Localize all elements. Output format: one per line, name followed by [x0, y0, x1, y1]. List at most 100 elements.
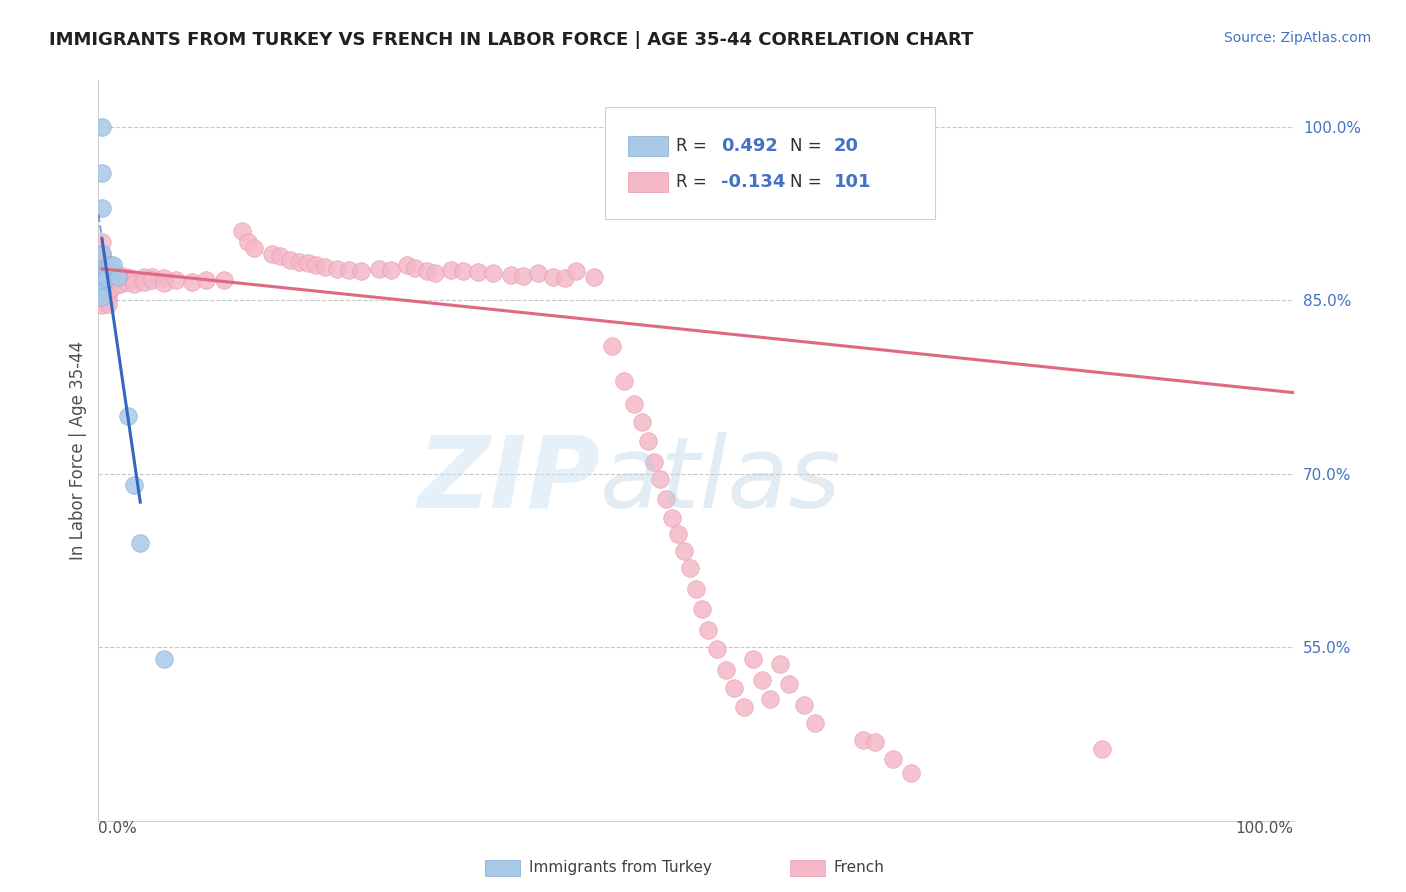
Point: [602, 339, 624, 353]
Point: [91, 260, 114, 275]
Text: 101: 101: [834, 173, 872, 191]
Point: [115, 275, 138, 289]
Text: French: French: [834, 861, 884, 875]
Point: [97, 296, 120, 310]
Point: [132, 269, 155, 284]
Text: Immigrants from Turkey: Immigrants from Turkey: [529, 861, 711, 875]
Point: [416, 264, 439, 278]
Point: [124, 478, 146, 492]
Point: [101, 271, 124, 285]
Point: [451, 264, 474, 278]
Point: [882, 752, 904, 766]
Text: 0.492: 0.492: [721, 137, 778, 155]
Text: R =: R =: [676, 173, 713, 191]
Point: [153, 271, 176, 285]
Point: [297, 256, 319, 270]
Point: [101, 259, 124, 273]
Point: [91, 272, 114, 286]
Point: [648, 472, 672, 486]
Point: [91, 298, 114, 312]
Point: [132, 275, 155, 289]
Point: [637, 434, 659, 449]
Point: [759, 692, 782, 706]
Point: [108, 272, 131, 286]
Point: [467, 265, 489, 279]
Point: [91, 268, 114, 282]
Point: [697, 623, 720, 637]
Point: [108, 268, 131, 282]
Point: [91, 284, 114, 298]
Point: [107, 269, 129, 284]
Point: [141, 273, 163, 287]
Point: [269, 249, 291, 263]
Point: [768, 657, 790, 672]
Point: [91, 284, 114, 298]
Point: [900, 766, 922, 780]
Point: [141, 269, 163, 284]
Point: [124, 272, 146, 286]
Point: [124, 277, 146, 291]
Point: [666, 526, 689, 541]
Text: -0.134: -0.134: [721, 173, 786, 191]
Point: [91, 255, 114, 269]
Point: [673, 544, 696, 558]
Point: [129, 536, 152, 550]
Point: [97, 273, 120, 287]
Text: ZIP: ZIP: [418, 432, 600, 529]
Point: [804, 716, 827, 731]
Point: [195, 273, 218, 287]
Point: [778, 677, 800, 691]
Point: [350, 264, 373, 278]
Text: 100.0%: 100.0%: [1236, 821, 1294, 836]
Text: R =: R =: [676, 137, 713, 155]
Point: [315, 260, 337, 274]
Point: [91, 166, 114, 180]
Point: [1091, 742, 1114, 756]
Point: [91, 290, 114, 304]
Point: [94, 261, 117, 276]
Point: [97, 287, 120, 301]
Point: [793, 698, 815, 712]
Point: [583, 269, 606, 284]
Point: [91, 267, 114, 281]
Point: [97, 283, 120, 297]
Point: [278, 252, 301, 267]
Point: [94, 271, 117, 285]
Point: [91, 288, 114, 302]
Point: [706, 642, 728, 657]
Point: [91, 235, 114, 250]
Point: [91, 247, 114, 261]
Point: [404, 260, 426, 275]
Point: [554, 271, 576, 285]
Point: [631, 415, 654, 429]
Point: [541, 269, 564, 284]
Point: [714, 663, 737, 677]
Point: [685, 582, 707, 597]
Point: [97, 292, 120, 306]
Point: [97, 268, 120, 283]
Point: [723, 681, 745, 695]
Point: [98, 259, 122, 273]
Point: [91, 269, 114, 284]
Point: [153, 276, 176, 290]
Point: [117, 409, 139, 423]
Point: [165, 273, 187, 287]
Point: [91, 275, 114, 289]
Point: [440, 263, 463, 277]
Point: [742, 651, 765, 665]
Point: [527, 267, 550, 281]
Text: 20: 20: [834, 137, 859, 155]
Point: [288, 255, 311, 269]
Text: Source: ZipAtlas.com: Source: ZipAtlas.com: [1223, 31, 1371, 45]
Point: [613, 374, 636, 388]
Point: [481, 267, 505, 281]
Text: IMMIGRANTS FROM TURKEY VS FRENCH IN LABOR FORCE | AGE 35-44 CORRELATION CHART: IMMIGRANTS FROM TURKEY VS FRENCH IN LABO…: [49, 31, 973, 49]
Point: [339, 263, 361, 277]
Point: [865, 735, 887, 749]
Point: [101, 280, 124, 294]
Point: [91, 279, 114, 293]
Point: [91, 278, 114, 293]
Point: [91, 247, 114, 261]
Point: [655, 491, 678, 506]
Point: [243, 241, 266, 255]
